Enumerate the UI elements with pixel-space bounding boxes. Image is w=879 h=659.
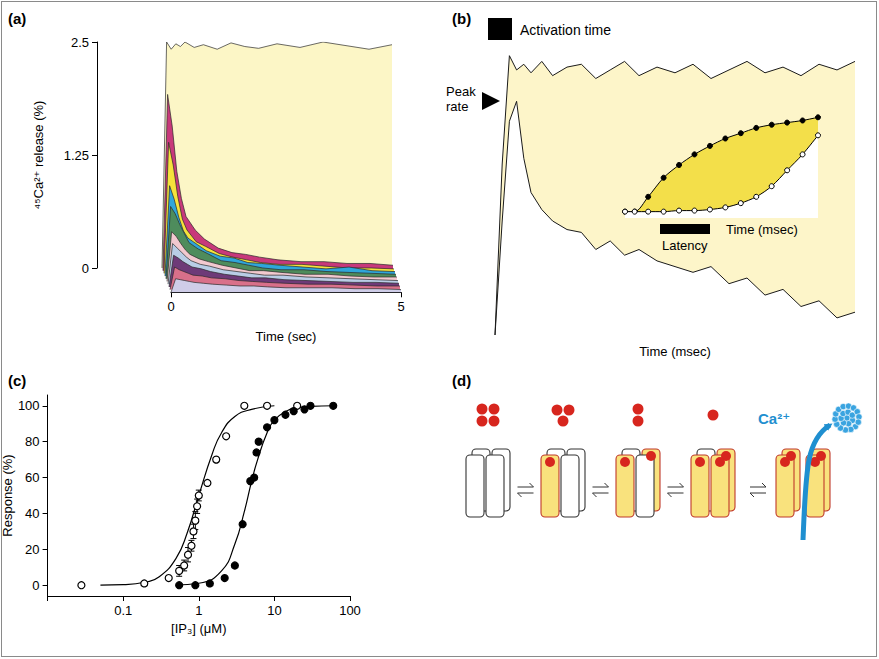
svg-text:rate: rate bbox=[446, 99, 468, 114]
svg-text:1: 1 bbox=[195, 603, 202, 618]
svg-text:Time (msec): Time (msec) bbox=[726, 222, 798, 237]
svg-text:(b): (b) bbox=[452, 10, 471, 27]
svg-text:40: 40 bbox=[25, 506, 39, 521]
svg-text:0: 0 bbox=[32, 578, 39, 593]
svg-text:Activation time: Activation time bbox=[520, 22, 611, 38]
svg-text:0: 0 bbox=[167, 299, 174, 314]
svg-text:(c): (c) bbox=[8, 372, 26, 389]
svg-text:Time (sec): Time (sec) bbox=[256, 329, 317, 344]
svg-text:10: 10 bbox=[267, 603, 281, 618]
svg-text:(d): (d) bbox=[452, 372, 471, 389]
svg-text:2.5: 2.5 bbox=[71, 35, 89, 50]
svg-text:Response (%): Response (%) bbox=[0, 454, 15, 536]
svg-text:80: 80 bbox=[25, 434, 39, 449]
svg-text:100: 100 bbox=[339, 603, 361, 618]
svg-text:(a): (a) bbox=[8, 10, 26, 27]
svg-text:Ca²⁺: Ca²⁺ bbox=[758, 410, 790, 427]
svg-text:20: 20 bbox=[25, 542, 39, 557]
svg-text:5: 5 bbox=[397, 299, 404, 314]
svg-text:Time (msec): Time (msec) bbox=[639, 344, 711, 359]
svg-text:[IP₃] (μM): [IP₃] (μM) bbox=[171, 621, 226, 636]
svg-text:Latency: Latency bbox=[662, 238, 708, 253]
svg-text:60: 60 bbox=[25, 470, 39, 485]
svg-text:0.1: 0.1 bbox=[114, 603, 132, 618]
svg-text:⁴⁵Ca²⁺ release (%): ⁴⁵Ca²⁺ release (%) bbox=[31, 101, 46, 210]
svg-text:Peak: Peak bbox=[446, 84, 476, 99]
svg-text:1.25: 1.25 bbox=[64, 148, 89, 163]
svg-text:100: 100 bbox=[18, 398, 40, 413]
svg-text:0: 0 bbox=[82, 261, 89, 276]
